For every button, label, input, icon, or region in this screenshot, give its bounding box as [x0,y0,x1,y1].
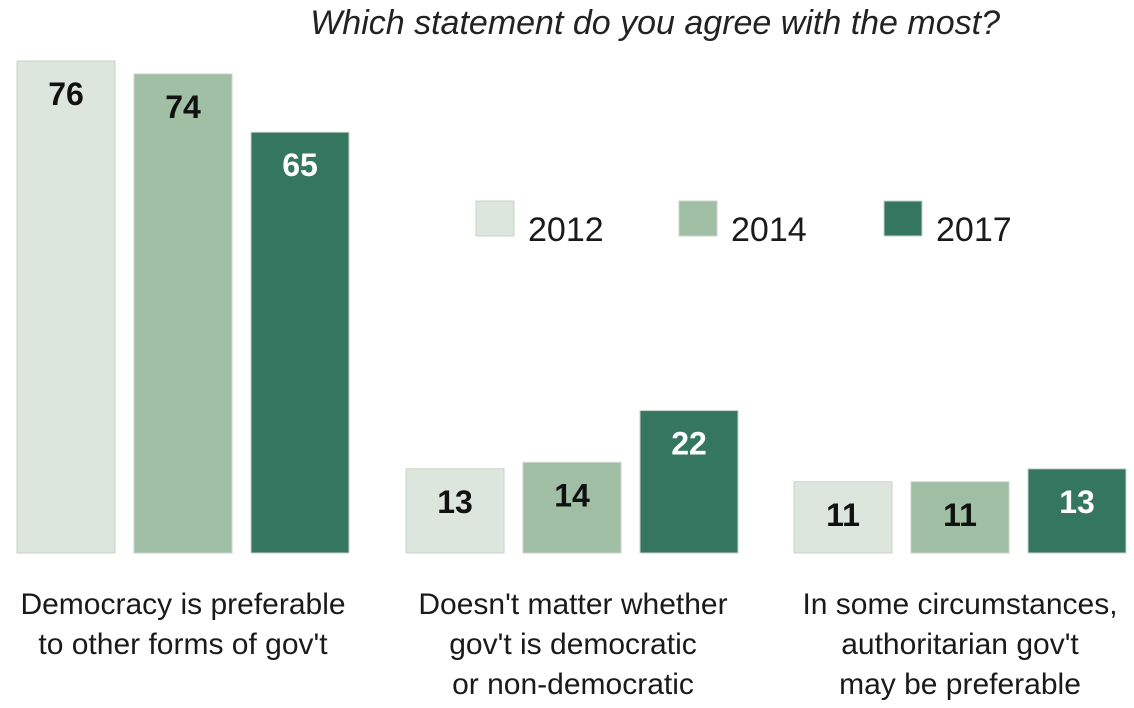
value-label-2012-0: 76 [48,76,84,112]
bar-2014-0 [133,73,233,554]
legend-swatch-2017 [883,200,923,237]
bar-2014-2 [910,481,1010,554]
value-label-2017-1: 22 [671,426,707,462]
value-label-2017-2: 13 [1059,484,1095,520]
value-label-2017-0: 65 [282,147,318,183]
category-label-2-line-2: may be preferable [839,668,1081,701]
category-label-1-line-0: Doesn't matter whether [418,588,727,621]
category-label-1-line-1: gov't is democratic [449,628,697,661]
category-label-0-line-1: to other forms of gov't [38,628,328,661]
category-label-1-line-2: or non-democratic [452,668,694,701]
bar-2017-2 [1027,468,1127,554]
category-labels: Democracy is preferable to other forms of… [20,588,1117,701]
value-label-2012-1: 13 [437,484,473,520]
category-label-2-line-1: authoritarian gov't [841,628,1079,661]
category-label-0-line-0: Democracy is preferable [20,588,345,621]
legend-label-2017: 2017 [936,211,1012,249]
legend: 2012 2014 2017 [475,200,1012,249]
value-label-2014-1: 14 [554,477,590,513]
value-label-2014-2: 11 [943,497,977,533]
legend-label-2012: 2012 [528,211,604,249]
bar-2014-1 [522,461,622,554]
value-label-2014-0: 74 [165,89,201,125]
category-label-2-line-0: In some circumstances, [802,588,1117,621]
bar-2012-1 [405,468,505,554]
value-label-2012-2: 11 [826,497,860,533]
legend-swatch-2012 [475,200,515,237]
legend-swatch-2014 [678,200,718,237]
bar-2017-0 [250,131,350,554]
bar-2012-0 [16,60,116,554]
bar-2012-2 [793,481,893,554]
bars-group: 76 13 11 74 14 11 65 22 13 [16,60,1127,554]
bar-2017-1 [639,410,739,554]
legend-label-2014: 2014 [731,211,807,249]
chart-title: Which statement do you agree with the mo… [310,4,1000,42]
